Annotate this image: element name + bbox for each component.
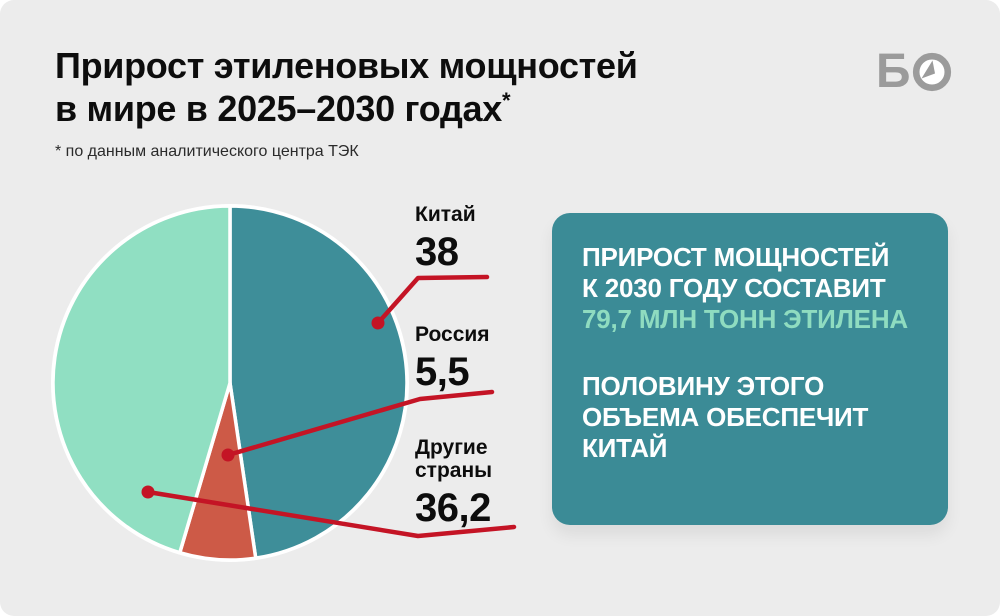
summary-box: ПРИРОСТ МОЩНОСТЕЙ К 2030 ГОДУ СОСТАВИТ 7… <box>552 213 948 525</box>
logo: Б <box>876 48 953 96</box>
pie-slice-2 <box>51 204 232 555</box>
callout-dot-1 <box>221 448 235 462</box>
summary-line-1: ПРИРОСТ МОЩНОСТЕЙ <box>582 242 890 272</box>
summary-line-4: ОБЪЕМА ОБЕСПЕЧИТ <box>582 402 869 432</box>
summary-highlight: 79,7 МЛН ТОНН ЭТИЛЕНА <box>582 304 908 334</box>
summary-line-5: КИТАЙ <box>582 433 668 463</box>
pie-slice-0 <box>228 204 409 560</box>
page-title: Прирост этиленовых мощностей в мире в 20… <box>55 44 638 130</box>
summary-line-2: К 2030 ГОДУ СОСТАВИТ <box>582 273 886 303</box>
clock-icon <box>912 52 951 92</box>
slice-label-others: Другие страны <box>415 436 493 482</box>
title-asterisk: * <box>501 88 511 113</box>
summary-gap <box>582 335 918 371</box>
callout-others: Другие страны 36,2 <box>415 436 510 530</box>
pie-slices <box>51 204 409 562</box>
callout-russia: Россия 5,5 <box>415 323 490 394</box>
callout-dot-0 <box>371 316 385 330</box>
summary-line-3: ПОЛОВИНУ ЭТОГО <box>582 371 825 401</box>
slice-value-others: 36,2 <box>415 486 491 530</box>
logo-letter: Б <box>876 45 910 98</box>
slice-label-russia: Россия <box>415 323 490 346</box>
callout-china: Китай 38 <box>415 203 476 274</box>
slice-value-russia: 5,5 <box>415 350 470 394</box>
footnote: * по данным аналитического центра ТЭК <box>55 143 359 160</box>
slice-label-china: Китай <box>415 203 476 226</box>
title-line-1: Прирост этиленовых мощностей <box>55 45 638 86</box>
slice-value-china: 38 <box>415 230 459 274</box>
title-line-2: в мире в 2025–2030 годах* <box>55 88 511 129</box>
pie-outline <box>51 204 409 562</box>
pie-slice-1 <box>178 381 258 562</box>
callout-dot-2 <box>141 485 155 499</box>
callout-line-0 <box>375 274 490 326</box>
